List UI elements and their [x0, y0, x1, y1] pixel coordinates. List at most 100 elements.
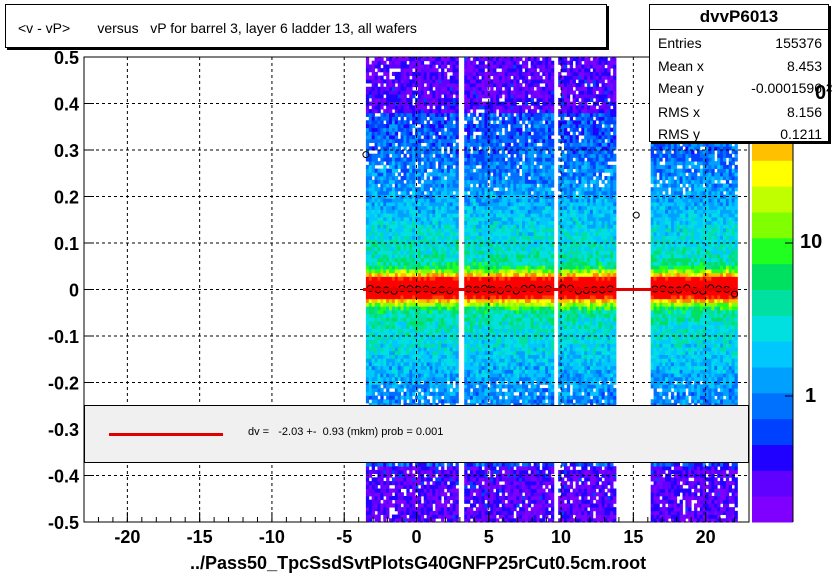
- heatmap-cell: [452, 220, 456, 225]
- heatmap-cell: [377, 295, 381, 300]
- heatmap-cell: [365, 112, 370, 117]
- heatmap-cell: [443, 228, 448, 233]
- heatmap-cell: [423, 280, 428, 285]
- heatmap-cell: [472, 142, 477, 147]
- heatmap-cell: [386, 469, 390, 475]
- heatmap-cell: [432, 109, 436, 114]
- heatmap-cell: [380, 313, 384, 318]
- heatmap-cell: [368, 350, 373, 355]
- heatmap-cell: [452, 313, 456, 318]
- heatmap-cell: [412, 142, 416, 147]
- heatmap-cell: [383, 116, 387, 121]
- heatmap-cell: [449, 373, 454, 378]
- heatmap-cell: [446, 477, 451, 482]
- heatmap-cell: [464, 321, 468, 326]
- heatmap-cell: [417, 179, 422, 184]
- heatmap-cell: [417, 190, 422, 196]
- heatmap-cell: [403, 161, 407, 166]
- heatmap-cell: [409, 354, 413, 359]
- heatmap-cell: [397, 112, 401, 117]
- heatmap-cell: [490, 365, 494, 370]
- heatmap-cell: [374, 101, 378, 106]
- heatmap-cell: [469, 321, 474, 326]
- heatmap-cell: [478, 205, 482, 210]
- heatmap-cell: [406, 57, 410, 62]
- heatmap-cell: [383, 183, 387, 188]
- heatmap-cell: [484, 347, 488, 352]
- heatmap-cell: [443, 376, 448, 382]
- heatmap-cell: [420, 395, 425, 400]
- heatmap-cell: [452, 57, 456, 62]
- heatmap-cell: [400, 261, 404, 266]
- heatmap-cell: [371, 462, 375, 467]
- heatmap-cell: [394, 97, 399, 103]
- heatmap-cell: [443, 179, 448, 184]
- heatmap-cell: [441, 142, 445, 147]
- heatmap-cell: [403, 362, 407, 367]
- heatmap-cell: [435, 97, 439, 103]
- heatmap-cell: [423, 123, 428, 129]
- heatmap-cell: [455, 213, 459, 218]
- heatmap-cell: [374, 157, 378, 162]
- heatmap-cell: [420, 228, 425, 233]
- heatmap-cell: [403, 272, 407, 277]
- heatmap-cell: [400, 384, 404, 389]
- heatmap-cell: [383, 462, 387, 467]
- heatmap-cell: [449, 324, 454, 329]
- heatmap-cell: [446, 321, 451, 326]
- heatmap-cell: [493, 179, 497, 184]
- heatmap-cell: [435, 109, 439, 114]
- heatmap-cell: [472, 376, 477, 382]
- heatmap-cell: [475, 179, 480, 184]
- heatmap-cell: [412, 205, 416, 210]
- heatmap-cell: [389, 328, 393, 333]
- heatmap-cell: [441, 116, 445, 121]
- heatmap-cell: [409, 150, 413, 155]
- heatmap-cell: [371, 261, 375, 266]
- heatmap-cell: [449, 86, 454, 91]
- heatmap-cell: [365, 164, 370, 169]
- heatmap-cell: [374, 302, 378, 307]
- heatmap-cell: [417, 492, 422, 497]
- heatmap-cell: [493, 503, 497, 508]
- heatmap-cell: [386, 347, 390, 352]
- heatmap-cell: [446, 243, 451, 248]
- heatmap-cell: [449, 484, 454, 489]
- heatmap-cell: [429, 291, 433, 296]
- heatmap-cell: [420, 176, 425, 181]
- heatmap-cell: [386, 280, 390, 285]
- heatmap-cell: [481, 309, 485, 315]
- heatmap-cell: [493, 150, 497, 155]
- heatmap-cell: [452, 269, 456, 274]
- heatmap-cell: [487, 202, 491, 207]
- heatmap-cell: [368, 269, 373, 274]
- heatmap-cell: [403, 68, 407, 73]
- heatmap-cell: [490, 343, 494, 348]
- heatmap-cell: [429, 484, 433, 489]
- heatmap-cell: [420, 83, 425, 88]
- heatmap-cell: [441, 153, 445, 158]
- heatmap-cell: [432, 466, 436, 471]
- heatmap-cell: [441, 235, 445, 240]
- heatmap-cell: [493, 302, 497, 307]
- heatmap-cell: [365, 109, 370, 114]
- heatmap-cell: [493, 313, 497, 318]
- heatmap-cell: [415, 280, 419, 285]
- heatmap-cell: [365, 190, 370, 196]
- heatmap-cell: [469, 350, 474, 355]
- heatmap-cell: [365, 306, 370, 311]
- heatmap-cell: [490, 146, 494, 151]
- heatmap-cell: [365, 321, 370, 326]
- heatmap-cell: [435, 380, 439, 385]
- heatmap-cell: [464, 127, 468, 132]
- heatmap-cell: [368, 183, 373, 188]
- heatmap-cell: [374, 64, 378, 69]
- heatmap-cell: [423, 309, 428, 315]
- heatmap-cell: [472, 183, 477, 188]
- heatmap-cell: [441, 365, 445, 370]
- heatmap-cell: [464, 324, 468, 329]
- heatmap-cell: [368, 157, 373, 162]
- heatmap-cell: [417, 213, 422, 218]
- heatmap-cell: [371, 60, 375, 65]
- heatmap-cell: [481, 153, 485, 158]
